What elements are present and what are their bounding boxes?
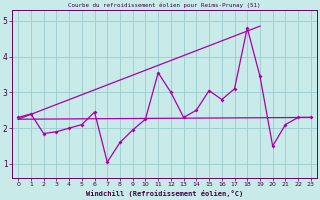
Title: Courbe du refroidissement éolien pour Reims-Prunay (51): Courbe du refroidissement éolien pour Re… [68, 3, 261, 8]
X-axis label: Windchill (Refroidissement éolien,°C): Windchill (Refroidissement éolien,°C) [86, 190, 243, 197]
